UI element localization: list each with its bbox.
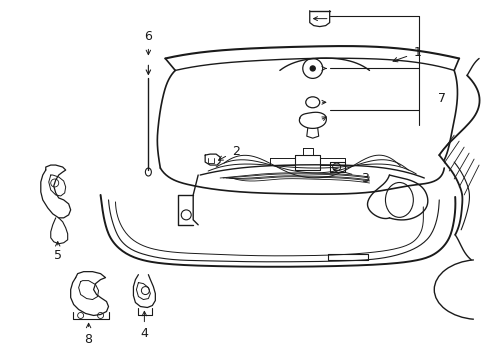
Text: 1: 1 [412,46,420,59]
Text: 3: 3 [360,171,368,185]
Text: 6: 6 [144,30,152,43]
Text: 4: 4 [140,327,148,340]
Text: 5: 5 [54,249,61,262]
Circle shape [309,66,315,71]
Text: 8: 8 [84,333,92,346]
Text: 2: 2 [232,145,240,158]
Text: 7: 7 [437,92,446,105]
